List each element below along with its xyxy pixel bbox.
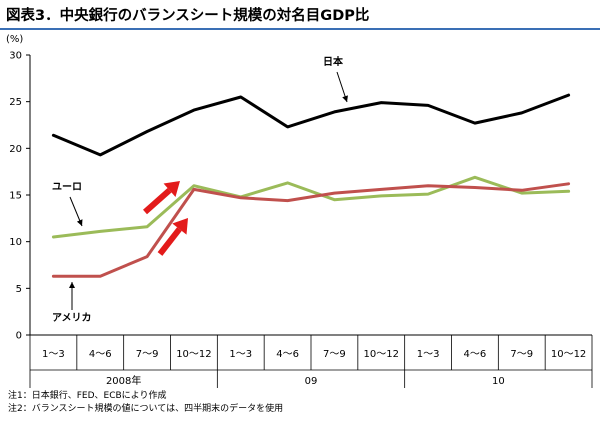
pointer-japan [336,71,348,103]
pointer-america [69,282,75,310]
pointer-euro [69,196,83,227]
red-arrow-head [172,218,188,235]
series-line-0 [51,93,571,157]
chart-title: 図表3．中央銀行のバランスシート規模の対名目GDP比 [6,8,370,24]
emphasis-arrow-euro [143,181,180,215]
x-tick-label: 1～3 [42,349,65,360]
pointer-head [69,282,75,288]
y-tick-label: 10 [9,237,22,248]
x-tick-label: 1～3 [229,349,252,360]
x-tick-label: 7～9 [136,349,159,360]
y-tick-label: 30 [9,51,22,62]
footnotes: 注1：日本銀行、FED、ECBにより作成 注2：バランスシート規模の値については… [8,390,283,416]
y-tick-label: 25 [9,97,22,108]
x-tick-label: 10～12 [364,349,399,360]
series-layer [51,93,571,278]
x-tick-label: 4～6 [89,349,112,360]
x-tick-label: 10～12 [176,349,211,360]
x-tick-label: 7～9 [323,349,346,360]
x-tick-label: 4～6 [276,349,299,360]
series-label-japan: 日本 [323,55,344,68]
footnote-2: 注2：バランスシート規模の値については、四半期末のデータを使用 [8,404,284,414]
series-line-2 [51,182,571,278]
y-tick-label: 15 [9,191,22,202]
x-tick-label: 4～6 [464,349,487,360]
red-arrow-shaft [157,227,182,256]
y-axis: 0 5 10 15 20 25 30 (%) [6,34,31,342]
x-year-label: 09 [305,376,318,387]
footnote-1: 注1：日本銀行、FED、ECBにより作成 [8,391,167,401]
title-divider [0,28,600,30]
x-year-label: 10 [492,376,505,387]
x-year-label: 2008年 [106,374,141,387]
series-line-1 [51,175,571,239]
emphasis-arrow-america [157,218,188,256]
x-axis: 1～3 4～6 7～9 10～12 1～3 4～6 7～9 10～12 1～3 4～6 7～9 10～… [29,334,593,388]
x-tick-label: 7～9 [510,349,533,360]
x-tick-label: 1～3 [417,349,440,360]
y-tick-label: 5 [16,284,22,295]
series-label-america: アメリカ [52,312,92,324]
y-tick-label: 20 [9,144,22,155]
pointer-head [342,95,348,102]
x-tick-label: 10～12 [551,349,586,360]
series-label-euro: ユーロ [52,182,82,193]
y-axis-unit: (%) [6,34,23,45]
red-arrow-shaft [143,188,172,215]
pointer-head [76,219,83,226]
red-arrow-head [163,181,180,198]
y-tick-label: 0 [16,331,22,342]
